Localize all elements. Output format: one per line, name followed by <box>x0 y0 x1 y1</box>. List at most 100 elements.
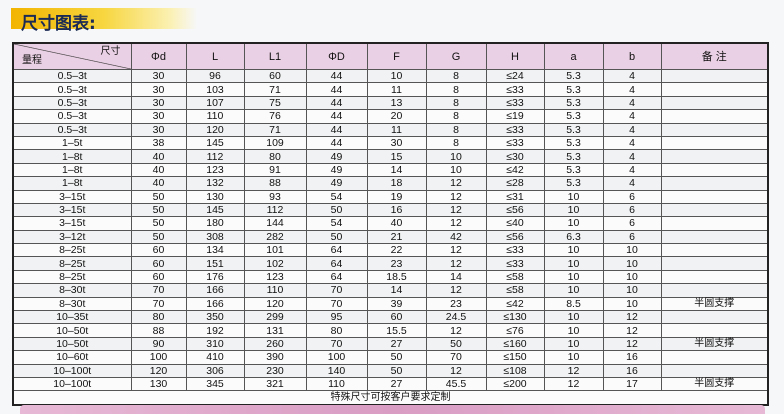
column-header: b <box>602 42 662 70</box>
value-cell: 27 <box>366 336 427 352</box>
value-cell: 4 <box>602 122 662 137</box>
value-cell: 5.3 <box>543 135 604 151</box>
value-cell: 50 <box>305 229 368 245</box>
value-cell: ≤58 <box>485 269 545 285</box>
range-cell: 10–50t <box>12 336 132 352</box>
value-cell: 140 <box>305 363 368 378</box>
note-cell <box>660 162 769 178</box>
value-cell: 130 <box>130 376 187 392</box>
value-cell: 70 <box>130 283 187 298</box>
value-cell: 10 <box>543 189 604 204</box>
value-cell: 12 <box>425 283 487 298</box>
range-cell: 1–5t <box>12 135 132 151</box>
value-cell: 110 <box>243 283 307 298</box>
value-cell: 49 <box>305 162 368 178</box>
table-row: 8–25t 60 176 123 64 18.5 14 ≤58 10 10 <box>12 269 769 285</box>
value-cell: 70 <box>305 296 368 312</box>
table-row: 8–30t 70 166 110 70 14 12 ≤58 10 10 <box>12 283 769 298</box>
note-cell <box>660 176 769 191</box>
value-cell: 5.3 <box>543 68 604 84</box>
value-cell: 120 <box>185 122 245 137</box>
value-cell: 10 <box>543 310 604 325</box>
value-cell: ≤58 <box>485 283 545 298</box>
range-cell: 10–35t <box>12 310 132 325</box>
table-row: 10–50t 88 192 131 80 15.5 12 ≤76 10 12 <box>12 323 769 338</box>
title-banner: 尺寸图表: <box>11 8 197 34</box>
range-cell: 0.5–3t <box>12 95 132 111</box>
value-cell: 8 <box>425 135 487 151</box>
note-cell: 半圆支撑 <box>660 376 769 392</box>
value-cell: 5.3 <box>543 95 604 111</box>
table-row: 10–100t 130 345 321 110 27 45.5 ≤200 12 17 半圆支撑 <box>12 376 769 392</box>
value-cell: 50 <box>130 189 187 204</box>
note-cell <box>660 189 769 204</box>
value-cell: 145 <box>185 202 245 218</box>
value-cell: 70 <box>425 350 487 365</box>
value-cell: 10 <box>543 350 604 365</box>
table-row: 3–15t 50 180 144 54 40 12 ≤40 10 6 <box>12 216 769 231</box>
value-cell: 12 <box>602 310 662 325</box>
range-cell: 8–25t <box>12 269 132 285</box>
value-cell: 76 <box>243 109 307 124</box>
column-header: 备 注 <box>660 42 769 70</box>
column-header: Φd <box>130 42 187 70</box>
value-cell: 44 <box>305 122 368 137</box>
note-cell: 半圆支撑 <box>660 336 769 352</box>
bottom-decor-bar <box>20 405 765 414</box>
value-cell: 14 <box>366 162 427 178</box>
table-row: 1–8t 40 132 88 49 18 12 ≤28 5.3 4 <box>12 176 769 191</box>
note-cell: 半圆支撑 <box>660 296 769 312</box>
value-cell: 93 <box>243 189 307 204</box>
value-cell: 30 <box>130 95 187 111</box>
value-cell: 13 <box>366 95 427 111</box>
value-cell: 4 <box>602 162 662 178</box>
value-cell: 12 <box>425 363 487 378</box>
column-header: G <box>425 42 487 70</box>
value-cell: 110 <box>185 109 245 124</box>
value-cell: 260 <box>243 336 307 352</box>
value-cell: 50 <box>130 202 187 218</box>
value-cell: 44 <box>305 135 368 151</box>
range-cell: 8–30t <box>12 283 132 298</box>
value-cell: ≤200 <box>485 376 545 392</box>
value-cell: ≤40 <box>485 216 545 231</box>
value-cell: 166 <box>185 283 245 298</box>
table-row: 8–25t 60 134 101 64 22 12 ≤33 10 10 <box>12 243 769 258</box>
range-cell: 10–100t <box>12 376 132 392</box>
value-cell: 6 <box>602 229 662 245</box>
value-cell: 96 <box>185 68 245 84</box>
value-cell: 27 <box>366 376 427 392</box>
value-cell: 10 <box>543 256 604 271</box>
value-cell: 44 <box>305 68 368 84</box>
value-cell: 40 <box>366 216 427 231</box>
value-cell: 10 <box>543 202 604 218</box>
note-cell <box>660 323 769 338</box>
value-cell: 30 <box>130 122 187 137</box>
value-cell: ≤42 <box>485 296 545 312</box>
value-cell: 5.3 <box>543 109 604 124</box>
value-cell: 6.3 <box>543 229 604 245</box>
value-cell: 4 <box>602 135 662 151</box>
value-cell: 123 <box>185 162 245 178</box>
value-cell: 390 <box>243 350 307 365</box>
value-cell: 16 <box>602 350 662 365</box>
value-cell: 50 <box>366 350 427 365</box>
table-row: 10–60t 100 410 390 100 50 70 ≤150 10 16 <box>12 350 769 365</box>
value-cell: 8 <box>425 122 487 137</box>
table-row: 3–12t 50 308 282 50 21 42 ≤56 6.3 6 <box>12 229 769 245</box>
value-cell: 80 <box>243 149 307 164</box>
range-cell: 1–8t <box>12 176 132 191</box>
note-cell <box>660 283 769 298</box>
value-cell: 44 <box>305 95 368 111</box>
value-cell: 50 <box>130 229 187 245</box>
value-cell: ≤30 <box>485 149 545 164</box>
value-cell: 90 <box>130 336 187 352</box>
value-cell: 10 <box>602 243 662 258</box>
value-cell: ≤31 <box>485 189 545 204</box>
value-cell: 110 <box>305 376 368 392</box>
value-cell: 100 <box>305 350 368 365</box>
value-cell: 18.5 <box>366 269 427 285</box>
value-cell: 11 <box>366 122 427 137</box>
value-cell: 50 <box>305 202 368 218</box>
value-cell: 5.3 <box>543 122 604 137</box>
